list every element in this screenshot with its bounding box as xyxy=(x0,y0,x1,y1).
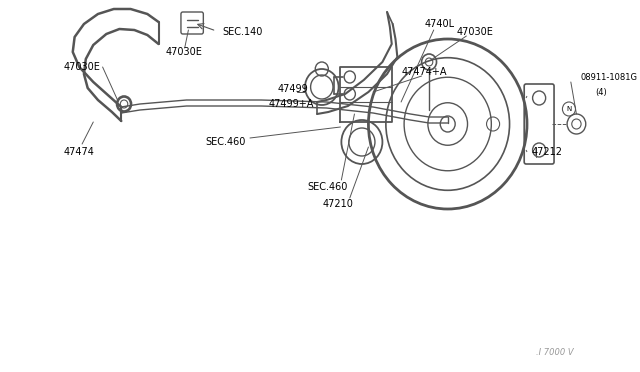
Text: SEC.460: SEC.460 xyxy=(308,182,348,192)
Text: 47499: 47499 xyxy=(278,84,308,94)
Text: 47210: 47210 xyxy=(323,199,354,209)
Text: 4740L: 4740L xyxy=(424,19,454,29)
Text: SEC.140: SEC.140 xyxy=(222,27,262,37)
Text: 47030E: 47030E xyxy=(166,47,203,57)
Text: .I 7000 V: .I 7000 V xyxy=(536,348,573,357)
Text: 08911-1081G: 08911-1081G xyxy=(580,73,637,81)
Text: SEC.460: SEC.460 xyxy=(205,137,246,147)
Text: 47474+A: 47474+A xyxy=(401,67,447,77)
Circle shape xyxy=(440,116,455,132)
Text: 47499+A: 47499+A xyxy=(269,99,314,109)
Text: 47030E: 47030E xyxy=(457,27,494,37)
Text: 47474: 47474 xyxy=(63,147,94,157)
Text: 47212: 47212 xyxy=(532,147,563,157)
Text: (4): (4) xyxy=(595,87,607,96)
Text: N: N xyxy=(566,106,572,112)
Text: 47030E: 47030E xyxy=(63,62,100,72)
